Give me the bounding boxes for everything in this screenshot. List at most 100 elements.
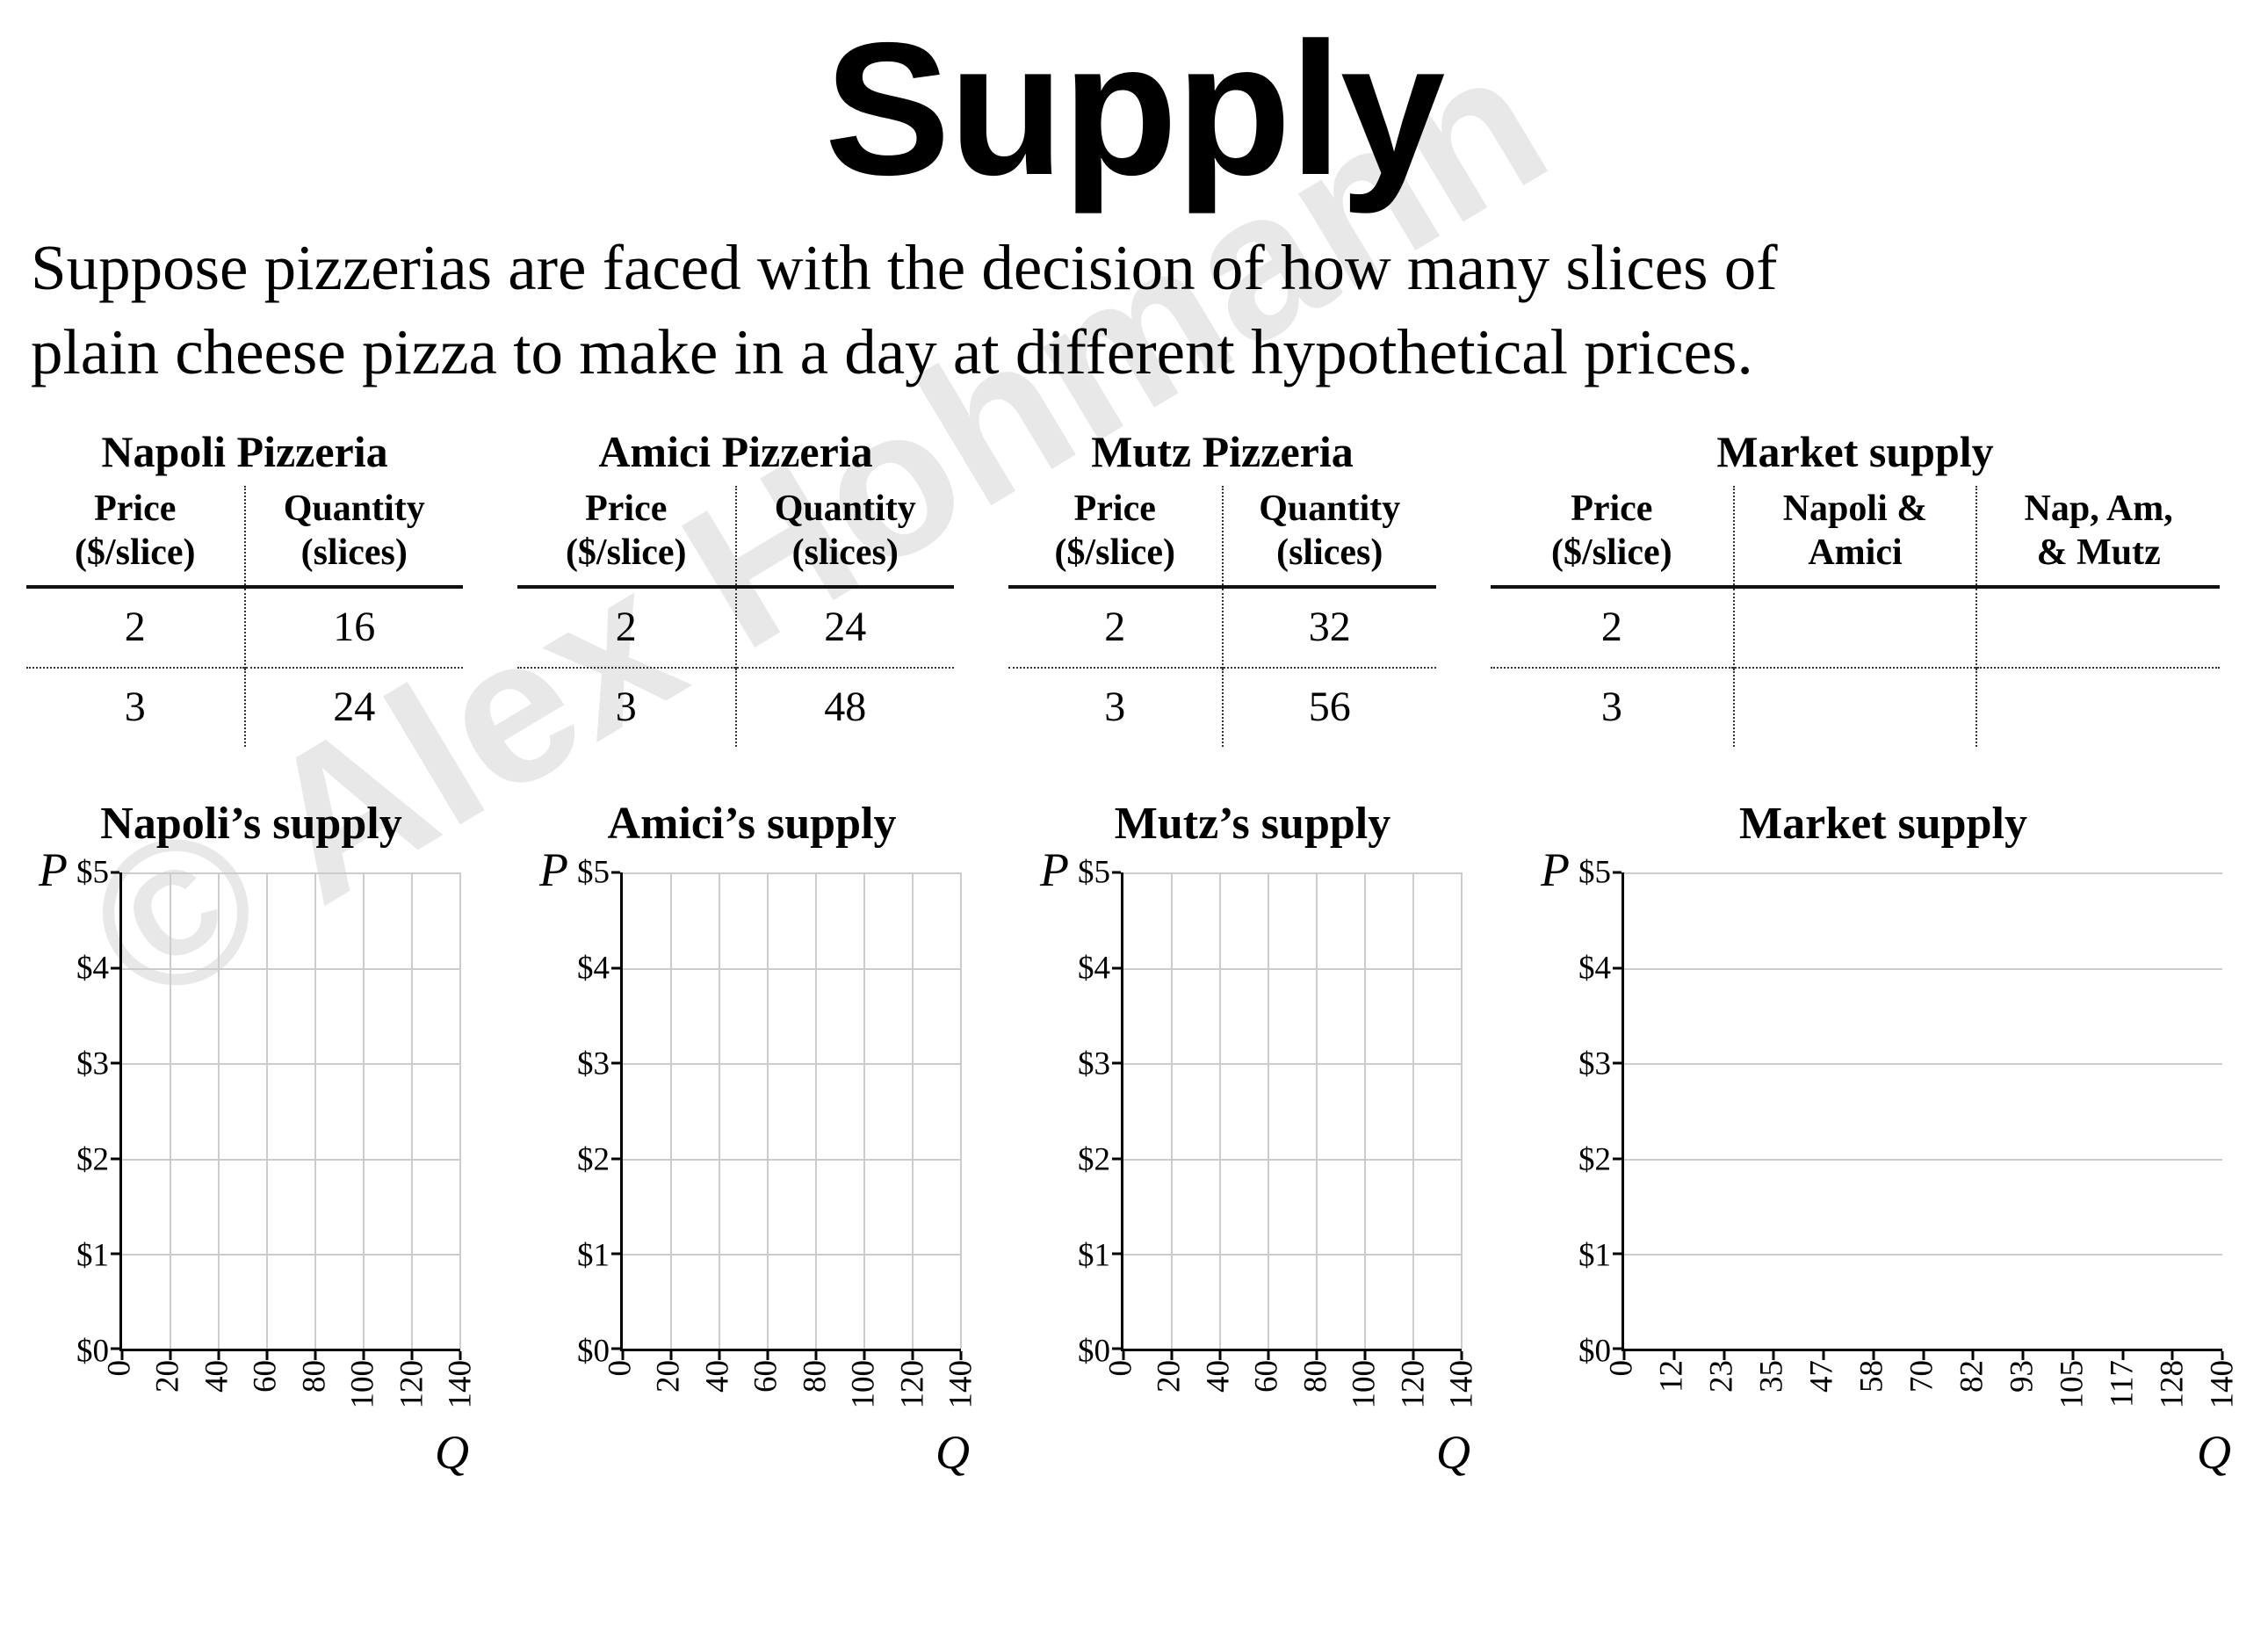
column-header-napoli-amici: Napoli & Amici [1732, 486, 1977, 590]
column-header-price: Price ($/slice) [26, 486, 245, 590]
horizontal-gridline [623, 1158, 961, 1161]
x-axis-area: 0 20 40 60 80 100 120 140 Q [536, 1351, 979, 1492]
x-tick-mark [1460, 1351, 1463, 1361]
vertical-gridline [266, 872, 268, 1350]
y-tick-label: $1 [1078, 1237, 1110, 1274]
x-tick-label: 0 [101, 1360, 138, 1377]
table-row: 3 56 [1008, 667, 1436, 748]
vertical-gridline [767, 872, 769, 1350]
x-tick-label: 60 [748, 1360, 784, 1393]
vertical-gridline [363, 872, 365, 1350]
table-title: Amici Pizzeria [598, 427, 873, 477]
x-tick-label: 100 [845, 1360, 882, 1409]
vertical-gridline [1171, 872, 1173, 1350]
vertical-gridline [815, 872, 817, 1350]
quantity-axis-label: Q [2197, 1426, 2231, 1480]
y-tick-label: $1 [577, 1237, 610, 1274]
quantity-cell: 32 [1221, 587, 1436, 669]
horizontal-gridline [1123, 967, 1462, 970]
table-title: Mutz Pizzeria [1091, 427, 1354, 477]
x-tick-label: 140 [1443, 1360, 1480, 1409]
empty-cell [1732, 587, 1977, 669]
y-tick-mark [1613, 1061, 1622, 1065]
quantity-axis-label: Q [1436, 1426, 1470, 1480]
price-axis-label: P [1040, 843, 1069, 897]
x-tick-label: 58 [1853, 1360, 1890, 1393]
price-cell: 3 [517, 667, 736, 748]
x-tick-mark [2221, 1351, 2224, 1361]
x-tick-label: 140 [943, 1360, 979, 1409]
x-tick-mark [1822, 1351, 1825, 1361]
y-tick-label: $5 [1078, 854, 1110, 891]
x-tick-label: 128 [2154, 1360, 2191, 1409]
y-tick-mark [1112, 1252, 1121, 1256]
x-tick-mark [1872, 1351, 1875, 1361]
x-tick-label: 93 [2004, 1360, 2040, 1393]
x-tick-label: 140 [442, 1360, 479, 1409]
supply-charts-row: Napoli’s supply P $5 $4 $3 $2 $1 $0 0 20 40 60 80… [35, 798, 2249, 1492]
x-tick-label: 20 [650, 1360, 687, 1393]
empty-cell [1975, 667, 2220, 748]
page-title: Supply [824, 3, 1446, 214]
y-tick-mark [611, 1252, 620, 1256]
y-tick-label: $1 [76, 1237, 109, 1274]
y-tick-label: $0 [1078, 1333, 1110, 1370]
x-tick-label: 117 [2104, 1360, 2141, 1408]
vertical-gridline [411, 872, 413, 1350]
x-tick-mark [169, 1351, 172, 1361]
x-tick-mark [1363, 1351, 1367, 1361]
x-tick-mark [217, 1351, 220, 1361]
y-tick-mark [1112, 871, 1121, 874]
x-tick-mark [2071, 1351, 2075, 1361]
vertical-gridline [960, 872, 962, 1350]
x-tick-label: 100 [1346, 1360, 1383, 1409]
chart-title: Amici’s supply [607, 799, 897, 850]
x-tick-mark [1170, 1351, 1174, 1361]
y-tick-label: $5 [577, 854, 610, 891]
horizontal-gridline [623, 1253, 961, 1256]
x-axis-area: 0 20 40 60 80 100 120 140 Q [1036, 1351, 1480, 1492]
x-axis-labels: 0 20 40 60 80 100 120 140 [102, 1351, 479, 1492]
price-cell: 3 [1008, 667, 1223, 748]
vertical-gridline [1412, 872, 1414, 1350]
price-cell: 2 [124, 604, 146, 651]
y-tick-mark [1112, 1157, 1121, 1160]
y-tick-label: $2 [76, 1141, 109, 1178]
horizontal-gridline [1624, 1253, 2222, 1256]
amici-pizzeria-table: Amici Pizzeria Price ($/slice) Quantity … [517, 426, 954, 748]
x-tick-label: 12 [1653, 1360, 1690, 1393]
y-tick-mark [611, 1347, 620, 1350]
plot-grid [611, 871, 963, 1361]
quantity-cell: 56 [1221, 667, 1436, 748]
table-title: Napoli Pizzeria [101, 427, 388, 477]
x-tick-mark [2021, 1351, 2025, 1361]
y-axis-labels: $5 $4 $3 $2 $1 $0 [35, 855, 119, 1370]
y-tick-label: $4 [1078, 950, 1110, 987]
x-tick-mark [1412, 1351, 1415, 1361]
y-tick-label: $4 [1578, 950, 1611, 987]
supply-schedule-table: Price ($/slice) Quantity (slices) 2 32 3… [1008, 486, 1436, 748]
x-tick-mark [459, 1351, 462, 1361]
x-tick-mark [1122, 1351, 1125, 1361]
y-tick-label: $2 [1578, 1141, 1611, 1178]
plot-grid [1112, 871, 1463, 1361]
vertical-gridline [1316, 872, 1318, 1350]
y-tick-mark [111, 1157, 119, 1160]
x-tick-mark [314, 1351, 317, 1361]
x-axis-labels: 0 20 40 60 80 100 120 140 [603, 1351, 979, 1492]
x-tick-mark [1315, 1351, 1318, 1361]
vertical-gridline [912, 872, 914, 1350]
x-tick-mark [911, 1351, 914, 1361]
y-tick-mark [1613, 966, 1622, 970]
y-tick-label: $5 [76, 854, 109, 891]
y-tick-mark [1112, 1061, 1121, 1065]
y-tick-mark [111, 1347, 119, 1350]
header-row: Price ($/slice) Quantity (slices) [517, 486, 954, 590]
y-tick-label: $3 [76, 1046, 109, 1082]
mutz-pizzeria-table: Mutz Pizzeria Price ($/slice) Quantity (… [1008, 426, 1436, 748]
quantity-cell: 24 [243, 667, 463, 748]
price-cell: 3 [26, 667, 245, 748]
chart-title: Market supply [1739, 799, 2027, 850]
x-axis-labels: 0 20 40 60 80 100 120 140 [1103, 1351, 1480, 1492]
y-tick-label: $4 [76, 950, 109, 987]
